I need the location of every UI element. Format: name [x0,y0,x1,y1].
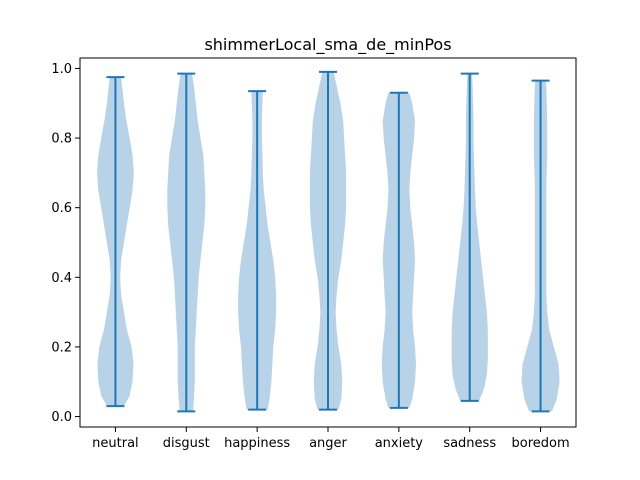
chart-title: shimmerLocal_sma_de_minPos [204,35,451,55]
x-tick-label-happiness: happiness [224,436,290,451]
x-tick-label-anger: anger [309,436,347,451]
y-tick-label: 0.0 [51,410,72,425]
y-tick-label: 0.8 [51,132,72,147]
y-tick-label: 0.6 [51,201,72,216]
y-tick-label: 0.2 [51,340,72,355]
x-tick-label-neutral: neutral [92,436,139,451]
violin-whiskers [106,70,550,413]
y-tick-label: 1.0 [51,62,72,77]
x-axis: neutral disgust happiness anger anxiety sadne… [92,427,570,451]
x-tick-label-disgust: disgust [163,436,210,451]
x-tick-label-anxiety: anxiety [375,436,424,451]
x-tick-label-boredom: boredom [512,436,570,451]
x-tick-label-sadness: sadness [443,436,496,451]
y-tick-label: 0.4 [51,271,72,286]
y-axis: 0.0 0.2 0.4 0.6 0.8 1.0 [51,62,80,425]
